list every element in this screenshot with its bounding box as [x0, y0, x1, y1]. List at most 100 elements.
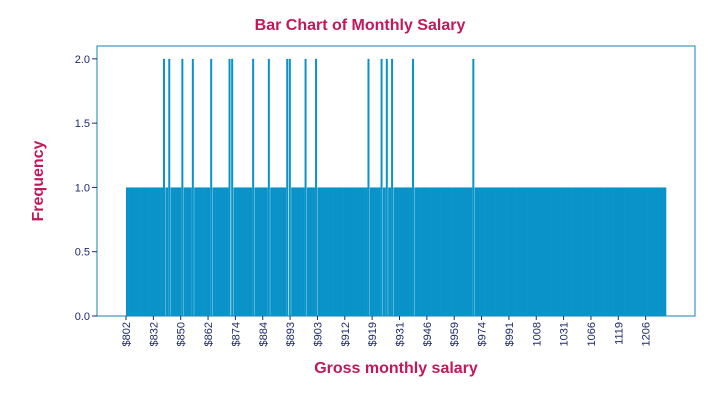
bar	[545, 187, 549, 316]
bar	[264, 187, 268, 316]
bar	[304, 58, 307, 316]
bar	[204, 187, 208, 316]
bar	[576, 187, 580, 316]
bar	[432, 187, 436, 316]
bar	[191, 58, 194, 316]
bar	[393, 187, 397, 316]
bar	[398, 187, 402, 316]
x-tick-label: $991	[504, 322, 516, 346]
bar	[610, 187, 614, 316]
x-tick-label: $862	[203, 322, 215, 346]
bar	[327, 187, 331, 316]
bar	[354, 187, 357, 316]
bar	[566, 187, 570, 316]
bar	[427, 187, 431, 316]
bar	[629, 187, 633, 316]
bar	[210, 58, 213, 316]
x-tick-label: 1008	[531, 322, 543, 346]
bar	[222, 187, 226, 316]
bar	[555, 187, 559, 316]
bar	[603, 187, 607, 316]
bar	[597, 187, 601, 316]
bar	[582, 187, 586, 316]
bar	[312, 187, 316, 316]
x-tick-label: 1031	[559, 322, 571, 346]
bar	[511, 187, 515, 316]
bar	[453, 187, 457, 316]
bar	[645, 187, 648, 316]
bar	[430, 187, 433, 316]
bar	[348, 187, 352, 316]
bar	[424, 187, 428, 316]
bar	[259, 187, 263, 316]
bar	[369, 187, 373, 316]
bar	[616, 187, 620, 316]
x-tick-label: $802	[121, 322, 133, 346]
x-tick-label: $959	[449, 322, 461, 346]
bar	[291, 187, 295, 316]
bar	[608, 187, 612, 316]
bar	[445, 187, 449, 316]
bar	[508, 187, 512, 316]
bar	[306, 187, 310, 316]
bar	[375, 187, 378, 316]
bar	[262, 187, 266, 316]
bar	[322, 187, 326, 316]
bar	[299, 187, 302, 316]
bar	[154, 187, 158, 316]
bar	[340, 187, 344, 316]
bar	[319, 187, 323, 316]
bar	[553, 187, 557, 316]
bar	[163, 58, 166, 316]
bar	[160, 187, 163, 316]
bar	[579, 187, 583, 316]
bar	[660, 187, 664, 316]
bar	[199, 187, 203, 316]
bar	[563, 187, 567, 316]
bar	[367, 58, 370, 316]
bar	[270, 187, 274, 316]
bar	[196, 187, 200, 316]
bar	[220, 187, 224, 316]
bar	[246, 187, 250, 316]
bar	[356, 187, 360, 316]
bar	[391, 58, 394, 316]
bar	[385, 58, 388, 316]
bar	[301, 187, 305, 316]
bar	[254, 187, 258, 316]
bar	[613, 187, 617, 316]
bar	[168, 58, 171, 316]
bar	[474, 187, 478, 316]
bar	[542, 187, 546, 316]
bar	[621, 187, 625, 316]
bar	[249, 187, 253, 316]
bar	[194, 187, 198, 316]
bar	[595, 187, 599, 316]
bar	[464, 187, 468, 316]
bar	[642, 187, 646, 316]
bar	[437, 187, 441, 316]
bar	[343, 187, 347, 316]
bar	[521, 187, 525, 316]
bar	[278, 187, 281, 316]
bar	[325, 187, 329, 316]
bar	[537, 187, 541, 316]
bar	[178, 187, 182, 316]
bar	[548, 187, 551, 316]
bar	[631, 187, 635, 316]
bar	[458, 187, 462, 316]
bar	[146, 187, 150, 316]
bar	[540, 187, 544, 316]
bar	[175, 187, 179, 316]
bar	[519, 187, 523, 316]
bar	[663, 187, 667, 316]
bar	[448, 187, 452, 316]
bar	[469, 187, 473, 316]
bar	[571, 187, 575, 316]
bar	[500, 187, 504, 316]
bar	[584, 187, 588, 316]
bar	[532, 187, 536, 316]
x-axis-label: Gross monthly salary	[314, 360, 478, 377]
y-tick-label: 1.0	[75, 182, 90, 194]
bar	[267, 58, 270, 316]
